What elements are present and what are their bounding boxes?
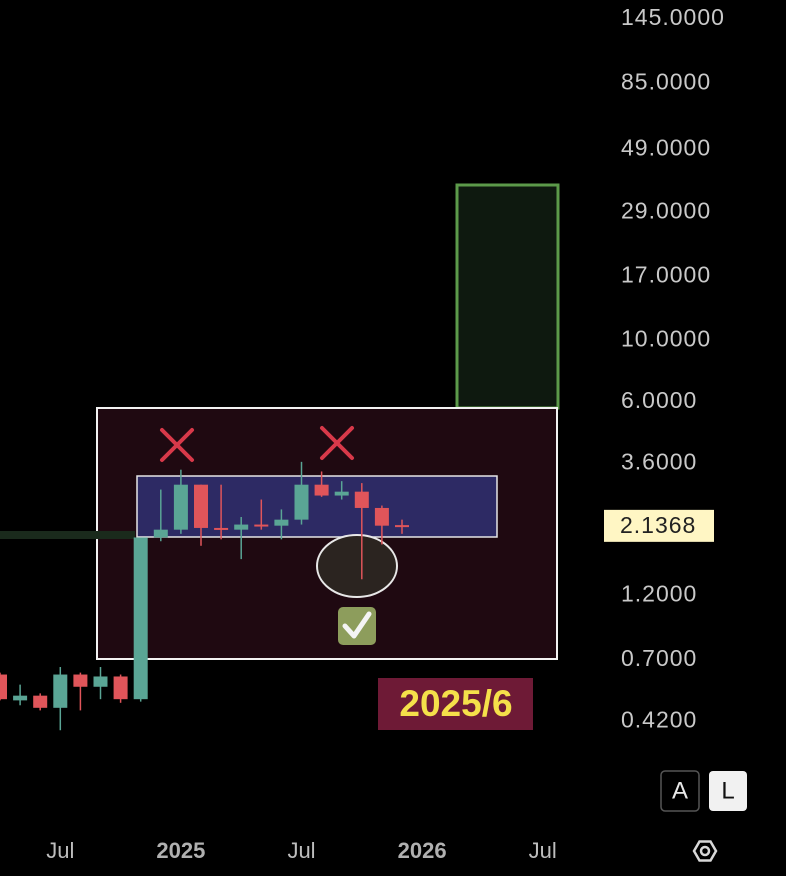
candle-body [214,527,229,530]
last-price-tag [604,509,714,542]
annotation-box [378,678,533,730]
candle-body [53,674,68,708]
x-tick-label: Jul [287,838,315,863]
candle-body [354,491,369,508]
candle-body [133,537,148,700]
candle-body [153,529,168,538]
x-axis: Jul 2025 Jul 2026 Jul [46,832,557,863]
settings-button[interactable] [692,840,718,862]
x-tick-label: 2026 [398,838,447,863]
target-box [455,183,560,410]
y-tick-label: 17.0000 [621,262,711,288]
candle-body [173,484,188,530]
log-scale-button[interactable]: L [709,771,747,811]
y-axis: 145.0000 85.0000 49.0000 29.0000 17.0000 10.0… [612,4,725,732]
candle-body [0,674,7,700]
y-tick-label: 145.0000 [621,4,725,30]
candle-body [274,519,289,526]
candle-body [93,676,108,687]
x-tick-label: 2025 [156,838,205,863]
candle-body [395,525,409,528]
candle-body [374,507,389,526]
candle-body [234,524,249,530]
y-tick-label: 6.0000 [621,387,697,413]
candle-body [314,484,329,496]
y-tick-label: 3.6000 [621,448,697,474]
y-tick-label: 1.2000 [621,580,697,606]
candle-body [13,695,28,701]
annotation-label: 2025/6 [399,683,512,724]
candle-body [113,676,128,700]
highlight-ellipse [316,534,398,598]
cross-mark [160,428,194,462]
auto-scale-button[interactable]: A [660,770,700,812]
y-tick-label: 0.7000 [621,645,697,671]
candle-body [254,524,269,527]
y-tick-label: 10.0000 [621,326,711,352]
y-tick-label: 49.0000 [621,135,711,161]
cross-mark [320,426,354,460]
log-scale-label[interactable]: L [721,777,734,804]
candle-body [33,695,48,708]
x-tick-label: Jul [529,838,557,863]
check-mark [338,607,376,645]
candles [0,461,409,731]
candle-body [194,484,208,528]
candle-body [334,491,349,496]
candle-body [73,674,88,687]
y-tick-label: 29.0000 [621,198,711,224]
last-price-label: 2.1368 [620,512,696,538]
x-tick-label: Jul [46,838,74,863]
auto-scale-label[interactable]: A [672,777,688,804]
y-tick-label: 85.0000 [621,68,711,94]
candle-body [294,484,309,520]
y-tick-label: 0.4200 [621,706,697,732]
